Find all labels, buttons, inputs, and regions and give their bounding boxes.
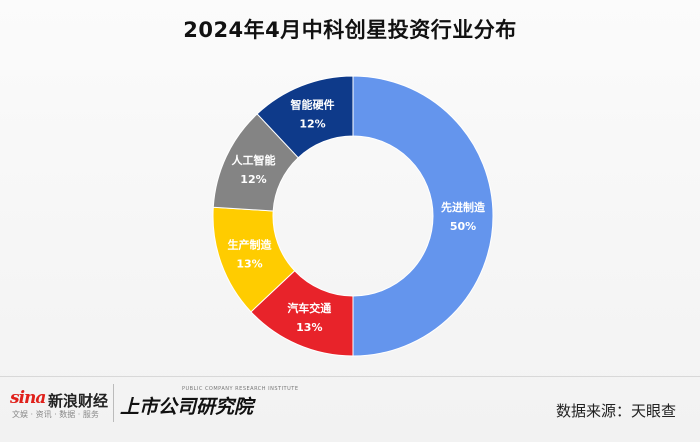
slice-value-2: 13% bbox=[296, 321, 322, 334]
chart-title: 2024年4月中科创星投资行业分布 bbox=[183, 18, 517, 42]
slice-value-4: 12% bbox=[240, 173, 266, 186]
slice-value-1: 50% bbox=[450, 220, 476, 233]
slice-label-3: 生产制造 bbox=[228, 237, 273, 251]
institute-english-name: PUBLIC COMPANY RESEARCH INSTITUTE bbox=[182, 386, 299, 392]
slice-labels: 先进制造 50% 汽车交通 13% 生产制造 13% 人工智能 12% 智能硬件 12% bbox=[228, 98, 486, 334]
institute-name: 上市公司研究院 bbox=[120, 396, 254, 418]
sina-finance-name: 新浪财经 bbox=[48, 392, 109, 410]
sina-logo-mark: sina bbox=[10, 388, 46, 408]
data-source: 数据来源：天眼查 bbox=[555, 402, 676, 420]
slice-label-2: 汽车交通 bbox=[287, 301, 331, 315]
slice-1 bbox=[352, 75, 494, 357]
footer-divider bbox=[0, 376, 700, 377]
slice-value-5: 12% bbox=[299, 118, 325, 131]
brand-separator bbox=[113, 384, 114, 422]
sina-finance-logo: sina 新浪财经 文娱 · 资讯 · 数据 · 服务 bbox=[10, 388, 110, 422]
donut-slices bbox=[212, 75, 494, 357]
slice-label-1: 先进制造 bbox=[441, 200, 486, 214]
slice-label-4: 人工智能 bbox=[231, 153, 275, 167]
sina-slogan: 文娱 · 资讯 · 数据 · 服务 bbox=[12, 410, 99, 419]
slice-label-5: 智能硬件 bbox=[291, 98, 335, 112]
research-institute-logo: PUBLIC COMPANY RESEARCH INSTITUTE 上市公司研究… bbox=[120, 386, 298, 426]
slice-5 bbox=[256, 75, 354, 159]
slice-value-3: 13% bbox=[236, 257, 262, 270]
